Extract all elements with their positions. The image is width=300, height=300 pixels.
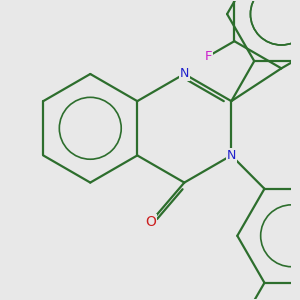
- Text: F: F: [205, 50, 212, 63]
- Text: O: O: [146, 215, 156, 229]
- Text: N: N: [180, 68, 189, 80]
- Text: N: N: [226, 149, 236, 162]
